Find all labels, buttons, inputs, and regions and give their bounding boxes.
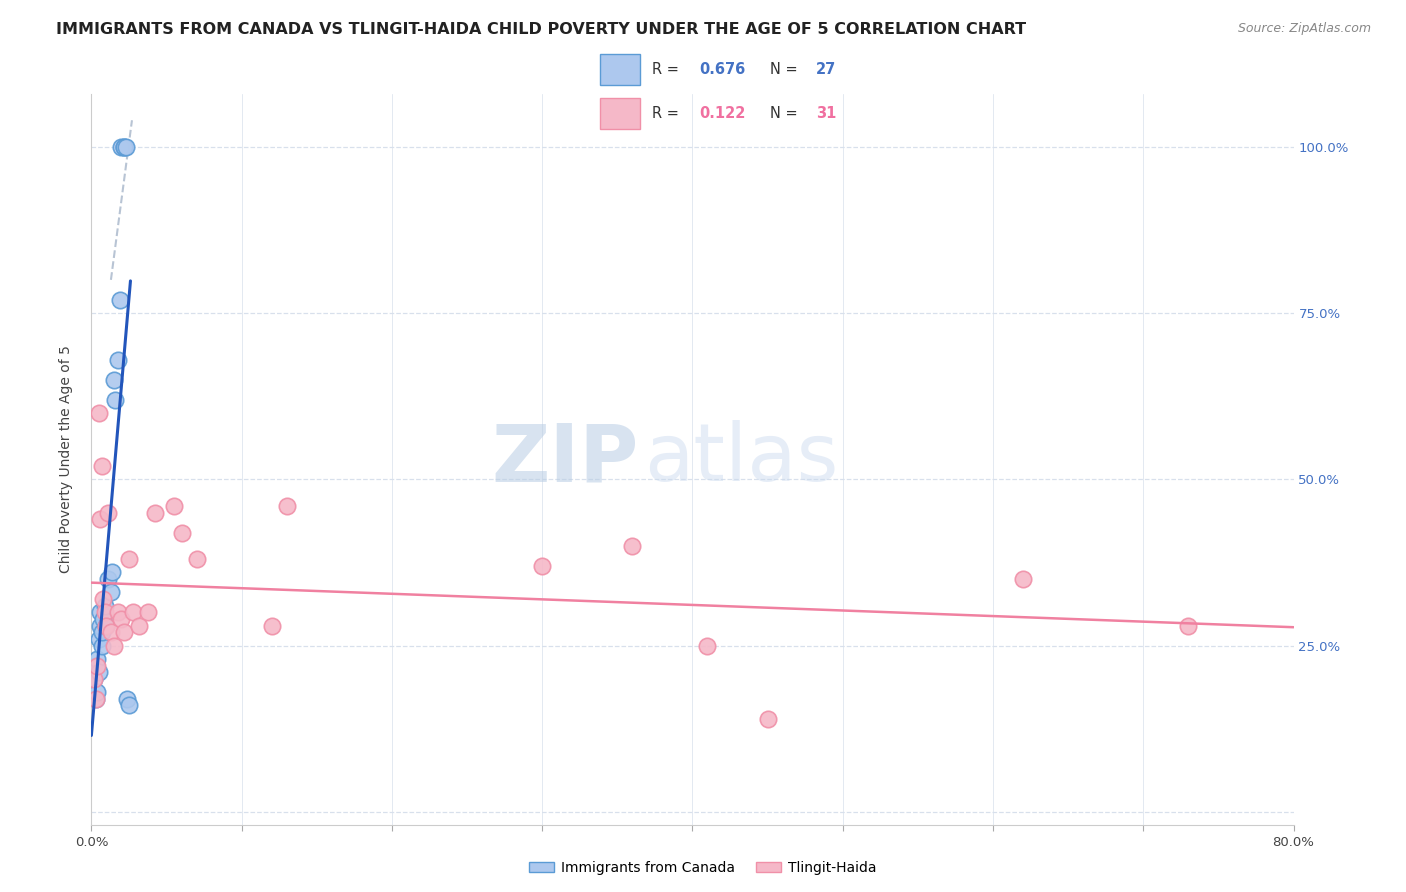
Point xyxy=(93,612,115,626)
Point xyxy=(83,672,105,686)
Point xyxy=(163,499,186,513)
Point xyxy=(90,625,112,640)
Point xyxy=(1012,572,1035,586)
Point xyxy=(103,373,125,387)
Point xyxy=(87,632,110,646)
Point xyxy=(101,566,124,580)
Text: R =: R = xyxy=(652,62,683,77)
Point xyxy=(97,506,120,520)
Point xyxy=(128,618,150,632)
Point xyxy=(96,618,118,632)
Point xyxy=(104,392,127,407)
Point xyxy=(118,698,141,713)
Point xyxy=(756,712,779,726)
Point xyxy=(100,625,122,640)
Point xyxy=(531,558,554,573)
Point xyxy=(84,691,107,706)
Point xyxy=(86,652,108,666)
Text: 31: 31 xyxy=(817,106,837,121)
Point xyxy=(86,658,108,673)
Text: IMMIGRANTS FROM CANADA VS TLINGIT-HAIDA CHILD POVERTY UNDER THE AGE OF 5 CORRELA: IMMIGRANTS FROM CANADA VS TLINGIT-HAIDA … xyxy=(56,22,1026,37)
Point xyxy=(103,639,125,653)
Point xyxy=(138,605,160,619)
Text: Source: ZipAtlas.com: Source: ZipAtlas.com xyxy=(1237,22,1371,36)
Point xyxy=(94,599,117,613)
Text: N =: N = xyxy=(770,62,803,77)
Text: ZIP: ZIP xyxy=(491,420,638,499)
Point xyxy=(1177,618,1199,632)
Text: 0.122: 0.122 xyxy=(699,106,745,121)
Point xyxy=(110,140,132,154)
Point xyxy=(107,605,129,619)
Point xyxy=(87,665,110,680)
Legend: Immigrants from Canada, Tlingit-Haida: Immigrants from Canada, Tlingit-Haida xyxy=(524,855,882,880)
Point xyxy=(260,618,283,632)
Point xyxy=(122,605,145,619)
Point xyxy=(97,572,120,586)
Point xyxy=(143,506,166,520)
Point xyxy=(89,512,111,526)
Point xyxy=(170,525,193,540)
Point xyxy=(87,406,110,420)
Point xyxy=(93,592,115,607)
Point xyxy=(96,618,118,632)
Point xyxy=(90,639,112,653)
Point xyxy=(108,293,131,307)
Bar xyxy=(600,54,640,85)
Text: 0.676: 0.676 xyxy=(699,62,745,77)
Point xyxy=(110,612,132,626)
Point xyxy=(118,552,141,566)
Text: R =: R = xyxy=(652,106,683,121)
Point xyxy=(89,618,111,632)
Point xyxy=(621,539,644,553)
Point xyxy=(84,658,107,673)
Bar xyxy=(600,98,640,129)
Text: N =: N = xyxy=(770,106,803,121)
Point xyxy=(114,625,136,640)
Point xyxy=(107,352,129,367)
Point xyxy=(90,458,112,473)
Y-axis label: Child Poverty Under the Age of 5: Child Poverty Under the Age of 5 xyxy=(59,345,73,574)
Point xyxy=(114,140,136,154)
Point xyxy=(696,639,718,653)
Point xyxy=(115,140,138,154)
Text: atlas: atlas xyxy=(644,420,839,499)
Point xyxy=(89,605,111,619)
Point xyxy=(94,605,117,619)
Point xyxy=(114,140,136,154)
Point xyxy=(83,672,105,686)
Point xyxy=(100,585,122,599)
Point xyxy=(86,685,108,699)
Point xyxy=(276,499,298,513)
Point xyxy=(84,691,107,706)
Point xyxy=(117,691,139,706)
Point xyxy=(186,552,208,566)
Text: 27: 27 xyxy=(817,62,837,77)
